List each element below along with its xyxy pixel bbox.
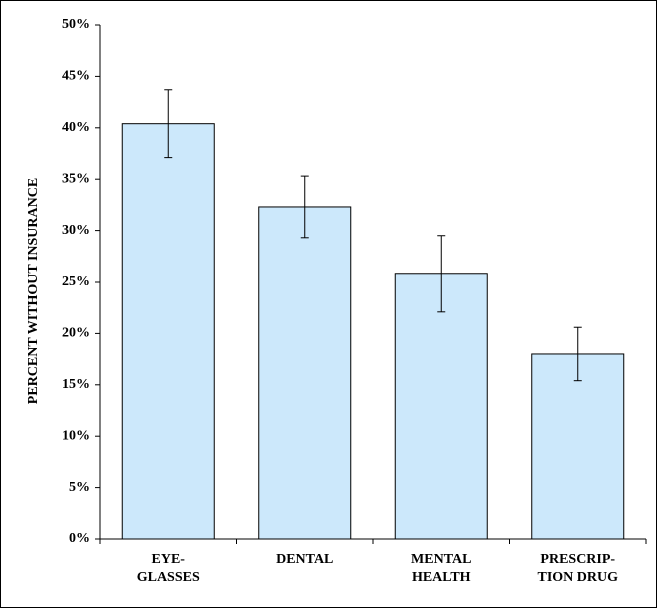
error-bar: [300, 175, 309, 239]
y-tick-label: 10%: [62, 428, 90, 443]
y-tick-label: 0%: [69, 531, 90, 546]
y-tick-label: 25%: [62, 274, 90, 289]
bar: [394, 273, 488, 540]
bar: [121, 123, 215, 540]
error-bar: [573, 326, 582, 382]
x-tick-label: PRESCRIP- TION DRUG: [537, 552, 618, 585]
x-tick-label: DENTAL: [276, 552, 334, 567]
y-tick-label: 45%: [62, 69, 90, 84]
error-bar: [164, 89, 173, 159]
y-tick-label: 40%: [62, 120, 90, 135]
error-bar: [437, 235, 446, 313]
y-axis-title: PERCENT WITHOUT INSURANCE: [26, 178, 41, 404]
bar: [531, 353, 625, 540]
y-tick-label: 35%: [62, 171, 90, 186]
y-tick-label: 20%: [62, 326, 90, 341]
bar: [258, 206, 352, 540]
y-tick-label: 5%: [69, 480, 90, 495]
y-tick-label: 30%: [62, 223, 90, 238]
y-tick-label: 15%: [62, 377, 90, 392]
x-tick-label: MENTAL HEALTH: [411, 552, 472, 585]
x-tick-label: EYE- GLASSES: [136, 552, 200, 585]
y-tick-label: 50%: [62, 17, 90, 32]
